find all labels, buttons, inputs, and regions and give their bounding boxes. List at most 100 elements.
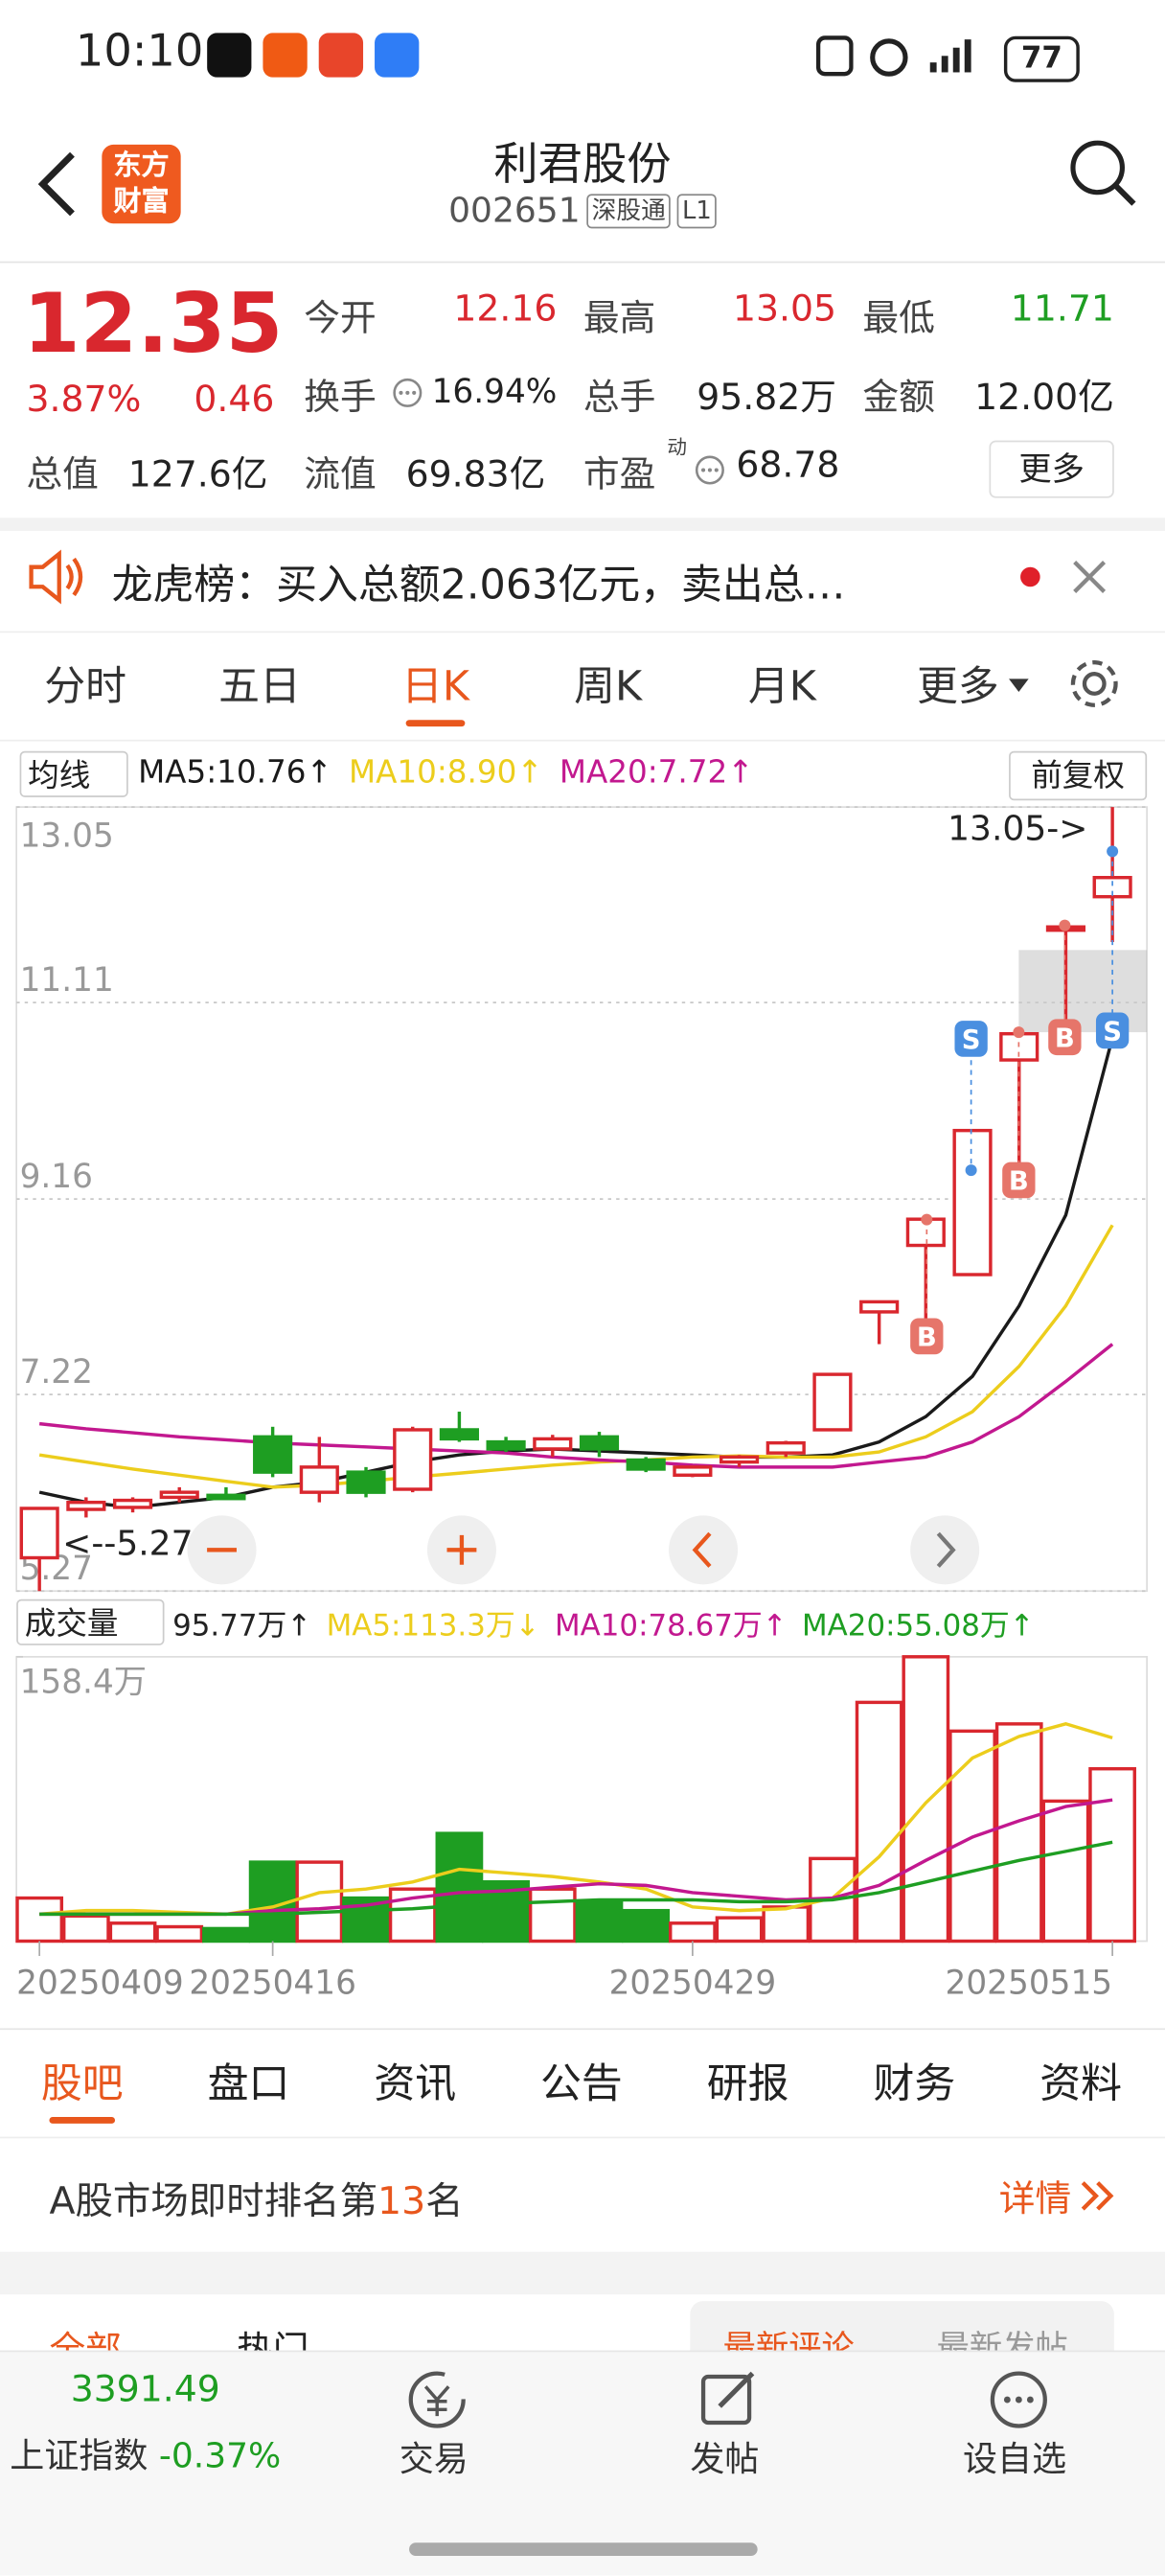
index-value[interactable]: 3391.49 (70, 2370, 220, 2412)
post-icon (700, 2371, 755, 2426)
period-tab[interactable]: 周K (574, 662, 643, 710)
left-icon (692, 1531, 712, 1568)
signal-bar (964, 39, 971, 73)
app-logo: 东方 财富 (102, 144, 181, 224)
info-icon[interactable] (694, 453, 726, 486)
legend-entry: MA20:7.72↑ (559, 754, 754, 791)
volume-bar (902, 1655, 950, 1944)
dot (701, 468, 706, 472)
adjust-button[interactable]: 前复权 (1009, 750, 1148, 801)
volume-bar (435, 1831, 484, 1944)
period-tab[interactable]: 月K (747, 662, 816, 710)
period-tab[interactable]: 更多 (916, 662, 999, 710)
candle-body (579, 1435, 620, 1451)
trade-circle (408, 2371, 466, 2428)
content-tab[interactable]: 资料 (1039, 2059, 1123, 2107)
scroll-right-button[interactable] (910, 1515, 980, 1585)
stat-value: 68.78 (736, 445, 840, 487)
speaker-icon (29, 549, 83, 605)
content-tab[interactable]: 股吧 (40, 2059, 124, 2107)
marker-sell[interactable] (1095, 1012, 1130, 1049)
volume-bar (61, 1914, 110, 1944)
legend-entry: MA20:55.08万↑ (802, 1609, 1035, 1644)
candle-body (393, 1428, 433, 1491)
volume-bar (15, 1896, 64, 1944)
action-label[interactable]: 设自选 (963, 2439, 1067, 2479)
price: 12.35 (23, 276, 284, 372)
marker-dot (965, 1164, 977, 1177)
period-tab[interactable]: 五日 (218, 662, 301, 710)
marker-dot (921, 1213, 933, 1226)
change: 0.46 (194, 380, 275, 422)
info-icon[interactable] (391, 377, 423, 409)
speaker (29, 549, 61, 605)
ranking-number: 13 (377, 2180, 426, 2224)
volume-legend: 95.77万↑ MA5:113.3万↓ MA10:78.67万↑ MA20:55… (172, 1602, 1035, 1645)
plus-icon (446, 1534, 477, 1565)
divider (0, 261, 1165, 264)
ma-line (38, 1224, 1114, 1489)
volume-select[interactable]: 成交量 (16, 1598, 165, 1645)
x-tick-label: 20250429 (609, 1964, 777, 2002)
marker-buy[interactable] (1002, 1162, 1036, 1199)
post-box (700, 2374, 752, 2426)
search-button[interactable] (1064, 135, 1140, 211)
stat-label: 最高 (582, 299, 656, 341)
candle-body (533, 1437, 573, 1451)
detail-link[interactable]: 详情 (999, 2170, 1071, 2222)
marker-buy[interactable] (910, 1318, 944, 1355)
ranking-text: 名 (425, 2180, 464, 2224)
x-tick-label: 20250416 (189, 1964, 356, 2002)
index-row[interactable]: 上证指数 -0.37% (10, 2429, 281, 2478)
volume-bar (762, 1905, 811, 1944)
dot (1003, 2396, 1011, 2404)
speaker-wave (65, 557, 83, 597)
action-label[interactable]: 交易 (399, 2439, 468, 2479)
app-icon (263, 33, 308, 78)
content-tab[interactable]: 资讯 (374, 2059, 457, 2107)
y-tick-label: 9.16 (20, 1158, 93, 1196)
action-label[interactable]: 发帖 (690, 2439, 760, 2479)
stat-value: 16.94% (431, 371, 558, 411)
detail-text: 详情 (998, 2179, 1072, 2221)
gear (1070, 660, 1118, 707)
marker-dot (1013, 1026, 1025, 1039)
status-time: 10:10 (75, 26, 204, 78)
candle-body (812, 1372, 853, 1432)
content-tab[interactable]: 公告 (540, 2059, 623, 2107)
marker-text: S (1103, 1018, 1122, 1047)
close-button[interactable] (1073, 561, 1107, 593)
badge: L1 (676, 193, 717, 228)
app-icon (375, 33, 420, 78)
info-circle (393, 378, 423, 407)
content-tab[interactable]: 盘口 (207, 2059, 290, 2107)
more-button[interactable]: 更多 (989, 440, 1114, 498)
scroll-left-button[interactable] (669, 1515, 739, 1585)
volume-bar (202, 1926, 250, 1944)
divider (0, 2136, 1165, 2139)
notice-text[interactable]: 龙虎榜：买入总额2.063亿元，卖出总… (111, 560, 846, 609)
dot (412, 390, 417, 395)
stat-value: 69.83亿 (405, 455, 546, 496)
settings-button[interactable] (1064, 655, 1124, 714)
period-tabs: 分时 五日 日K 周K 月K 更多 (0, 655, 1165, 727)
period-tab[interactable]: 分时 (44, 662, 127, 710)
period-tab[interactable]: 日K (400, 662, 470, 710)
back-button[interactable] (30, 148, 82, 219)
marker-buy[interactable] (1048, 1019, 1082, 1056)
marker-sell[interactable] (954, 1021, 988, 1057)
volume-bar (715, 1916, 764, 1944)
y-tick-label: 158.4万 (20, 1664, 147, 1702)
divider (0, 739, 1165, 742)
content-tab[interactable]: 研报 (706, 2059, 789, 2107)
chevrons (1081, 2181, 1114, 2211)
candle-body (626, 1458, 666, 1471)
ranking: A股市场即时排名第13名 (49, 2170, 463, 2225)
content-tab[interactable]: 财务 (873, 2059, 956, 2107)
indicator-select[interactable]: 均线 (19, 750, 128, 797)
candle-body (346, 1470, 386, 1494)
stat-value: 95.82万 (697, 378, 836, 420)
